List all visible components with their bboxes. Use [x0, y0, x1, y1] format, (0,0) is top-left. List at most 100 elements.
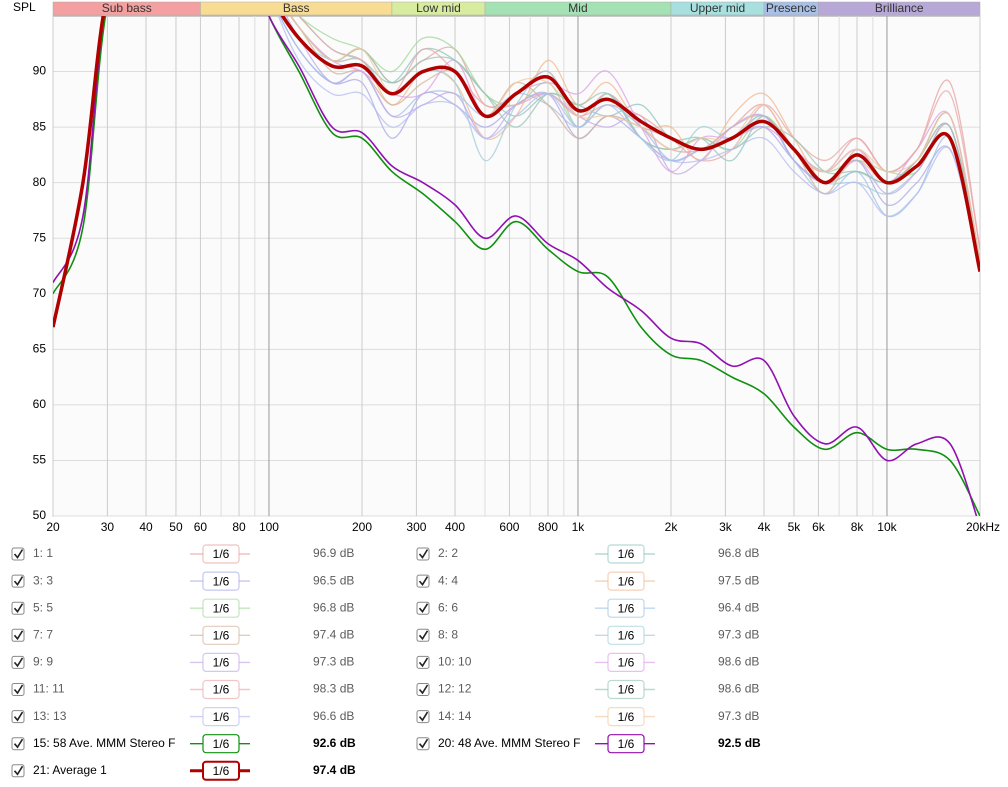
checkmark — [418, 657, 429, 668]
level-label: 97.3 dB — [718, 709, 759, 723]
level-label: 97.4 dB — [313, 627, 354, 641]
y-tick-label: 60 — [33, 397, 47, 411]
smoothing-label: 1/6 — [618, 547, 635, 561]
band-label: Presence — [766, 1, 817, 15]
checkmark — [13, 738, 24, 749]
checkmark — [418, 684, 429, 695]
level-label: 97.4 dB — [313, 763, 356, 777]
response-curve — [53, 16, 980, 328]
y-tick-label: 50 — [33, 508, 47, 522]
smoothing-button[interactable] — [202, 734, 240, 754]
smoothing-button[interactable] — [202, 598, 240, 618]
series-name: 2: 2 — [438, 546, 458, 560]
x-tick-label: 300 — [406, 520, 426, 534]
series-name: 9: 9 — [33, 655, 53, 669]
series-name: 1: 1 — [33, 546, 53, 560]
response-curve — [53, 16, 980, 328]
smoothing-button[interactable] — [202, 625, 240, 645]
y-tick-label: 65 — [33, 342, 47, 356]
band-label: Sub bass — [102, 1, 152, 15]
x-tick-label: 8k — [851, 520, 865, 534]
level-label: 96.4 dB — [718, 600, 759, 614]
checkmark — [418, 738, 429, 749]
checkmark — [418, 711, 429, 722]
series-name: 8: 8 — [438, 627, 458, 641]
curves — [53, 16, 980, 516]
x-tick-label: 800 — [538, 520, 558, 534]
smoothing-button[interactable] — [607, 652, 645, 673]
level-label: 96.6 dB — [313, 709, 354, 723]
series-name: 13: 13 — [33, 709, 67, 723]
response-curve — [53, 16, 980, 328]
x-tick-label: 3k — [719, 520, 733, 534]
x-tick-label: 30 — [101, 520, 115, 534]
checkmark — [13, 549, 24, 559]
smoothing-button[interactable] — [607, 544, 645, 564]
smoothing-label: 1/6 — [618, 574, 635, 588]
smoothing-label: 1/6 — [213, 683, 230, 697]
checkmark — [418, 576, 429, 586]
smoothing-button[interactable] — [607, 734, 645, 754]
checkmark — [13, 765, 24, 776]
smoothing-button[interactable] — [202, 571, 240, 591]
y-tick-label: 90 — [33, 64, 47, 78]
smoothing-label: 1/6 — [618, 683, 635, 697]
smoothing-button[interactable] — [607, 598, 645, 618]
checkmark — [418, 603, 429, 614]
legend: 1: 1 1/6 96.9 dB 2: 2 1/6 96.8 dB 3: 3 1/6 96.5 … — [11, 544, 761, 781]
x-tick-label: 50 — [169, 520, 183, 534]
smoothing-button[interactable] — [202, 679, 240, 700]
response-curve — [53, 16, 980, 328]
checkmark — [418, 630, 429, 641]
smoothing-label: 1/6 — [618, 628, 635, 642]
checkmark — [13, 657, 24, 668]
y-tick-label: 70 — [33, 286, 47, 300]
x-tick-label: 6k — [812, 520, 826, 534]
band-label: Brilliance — [875, 1, 924, 15]
smoothing-button[interactable] — [607, 625, 645, 645]
band-bar: Sub bass Bass Low mid Mid Upper mid Presence B… — [52, 1, 981, 16]
series-name: 12: 12 — [438, 682, 472, 696]
y-tick-label: 80 — [33, 175, 47, 189]
smoothing-button[interactable] — [202, 760, 240, 781]
smoothing-label: 1/6 — [213, 764, 230, 778]
smoothing-label: 1/6 — [618, 656, 635, 670]
smoothing-label: 1/6 — [213, 737, 230, 751]
smoothing-button[interactable] — [202, 706, 240, 727]
smoothing-button[interactable] — [607, 706, 645, 727]
smoothing-label: 1/6 — [618, 601, 635, 615]
y-tick-label: 75 — [33, 230, 47, 244]
x-tick-label: 20kHz — [966, 520, 1000, 534]
x-tick-label: 80 — [232, 520, 246, 534]
x-tick-label: 4k — [758, 520, 772, 534]
response-curve — [53, 16, 980, 328]
smoothing-button[interactable] — [202, 544, 240, 564]
band-label: Mid — [568, 1, 587, 15]
smoothing-label: 1/6 — [213, 628, 230, 642]
checkmark — [13, 576, 24, 586]
level-label: 92.6 dB — [313, 736, 356, 750]
x-tick-label: 200 — [352, 520, 372, 534]
x-tick-label: 5k — [788, 520, 802, 534]
x-tick-label: 1k — [572, 520, 586, 534]
y-tick-label: 55 — [33, 453, 47, 467]
smoothing-label: 1/6 — [213, 656, 230, 670]
x-tick-label: 10k — [877, 520, 897, 534]
smoothing-label: 1/6 — [213, 601, 230, 615]
x-tick-label: 2k — [665, 520, 679, 534]
x-tick-label: 40 — [139, 520, 153, 534]
y-axis-label: SPL — [13, 0, 36, 14]
plot-area — [52, 15, 981, 517]
smoothing-label: 1/6 — [618, 710, 635, 724]
series-name: 7: 7 — [33, 627, 53, 641]
smoothing-button[interactable] — [607, 679, 645, 700]
level-label: 97.5 dB — [718, 573, 759, 587]
level-label: 98.3 dB — [313, 682, 354, 696]
level-label: 96.9 dB — [313, 546, 354, 560]
x-tick-label: 60 — [194, 520, 208, 534]
smoothing-button[interactable] — [607, 571, 645, 591]
x-tick-label: 400 — [445, 520, 465, 534]
band-label: Upper mid — [690, 1, 745, 15]
smoothing-label: 1/6 — [213, 547, 230, 561]
smoothing-button[interactable] — [202, 652, 240, 673]
